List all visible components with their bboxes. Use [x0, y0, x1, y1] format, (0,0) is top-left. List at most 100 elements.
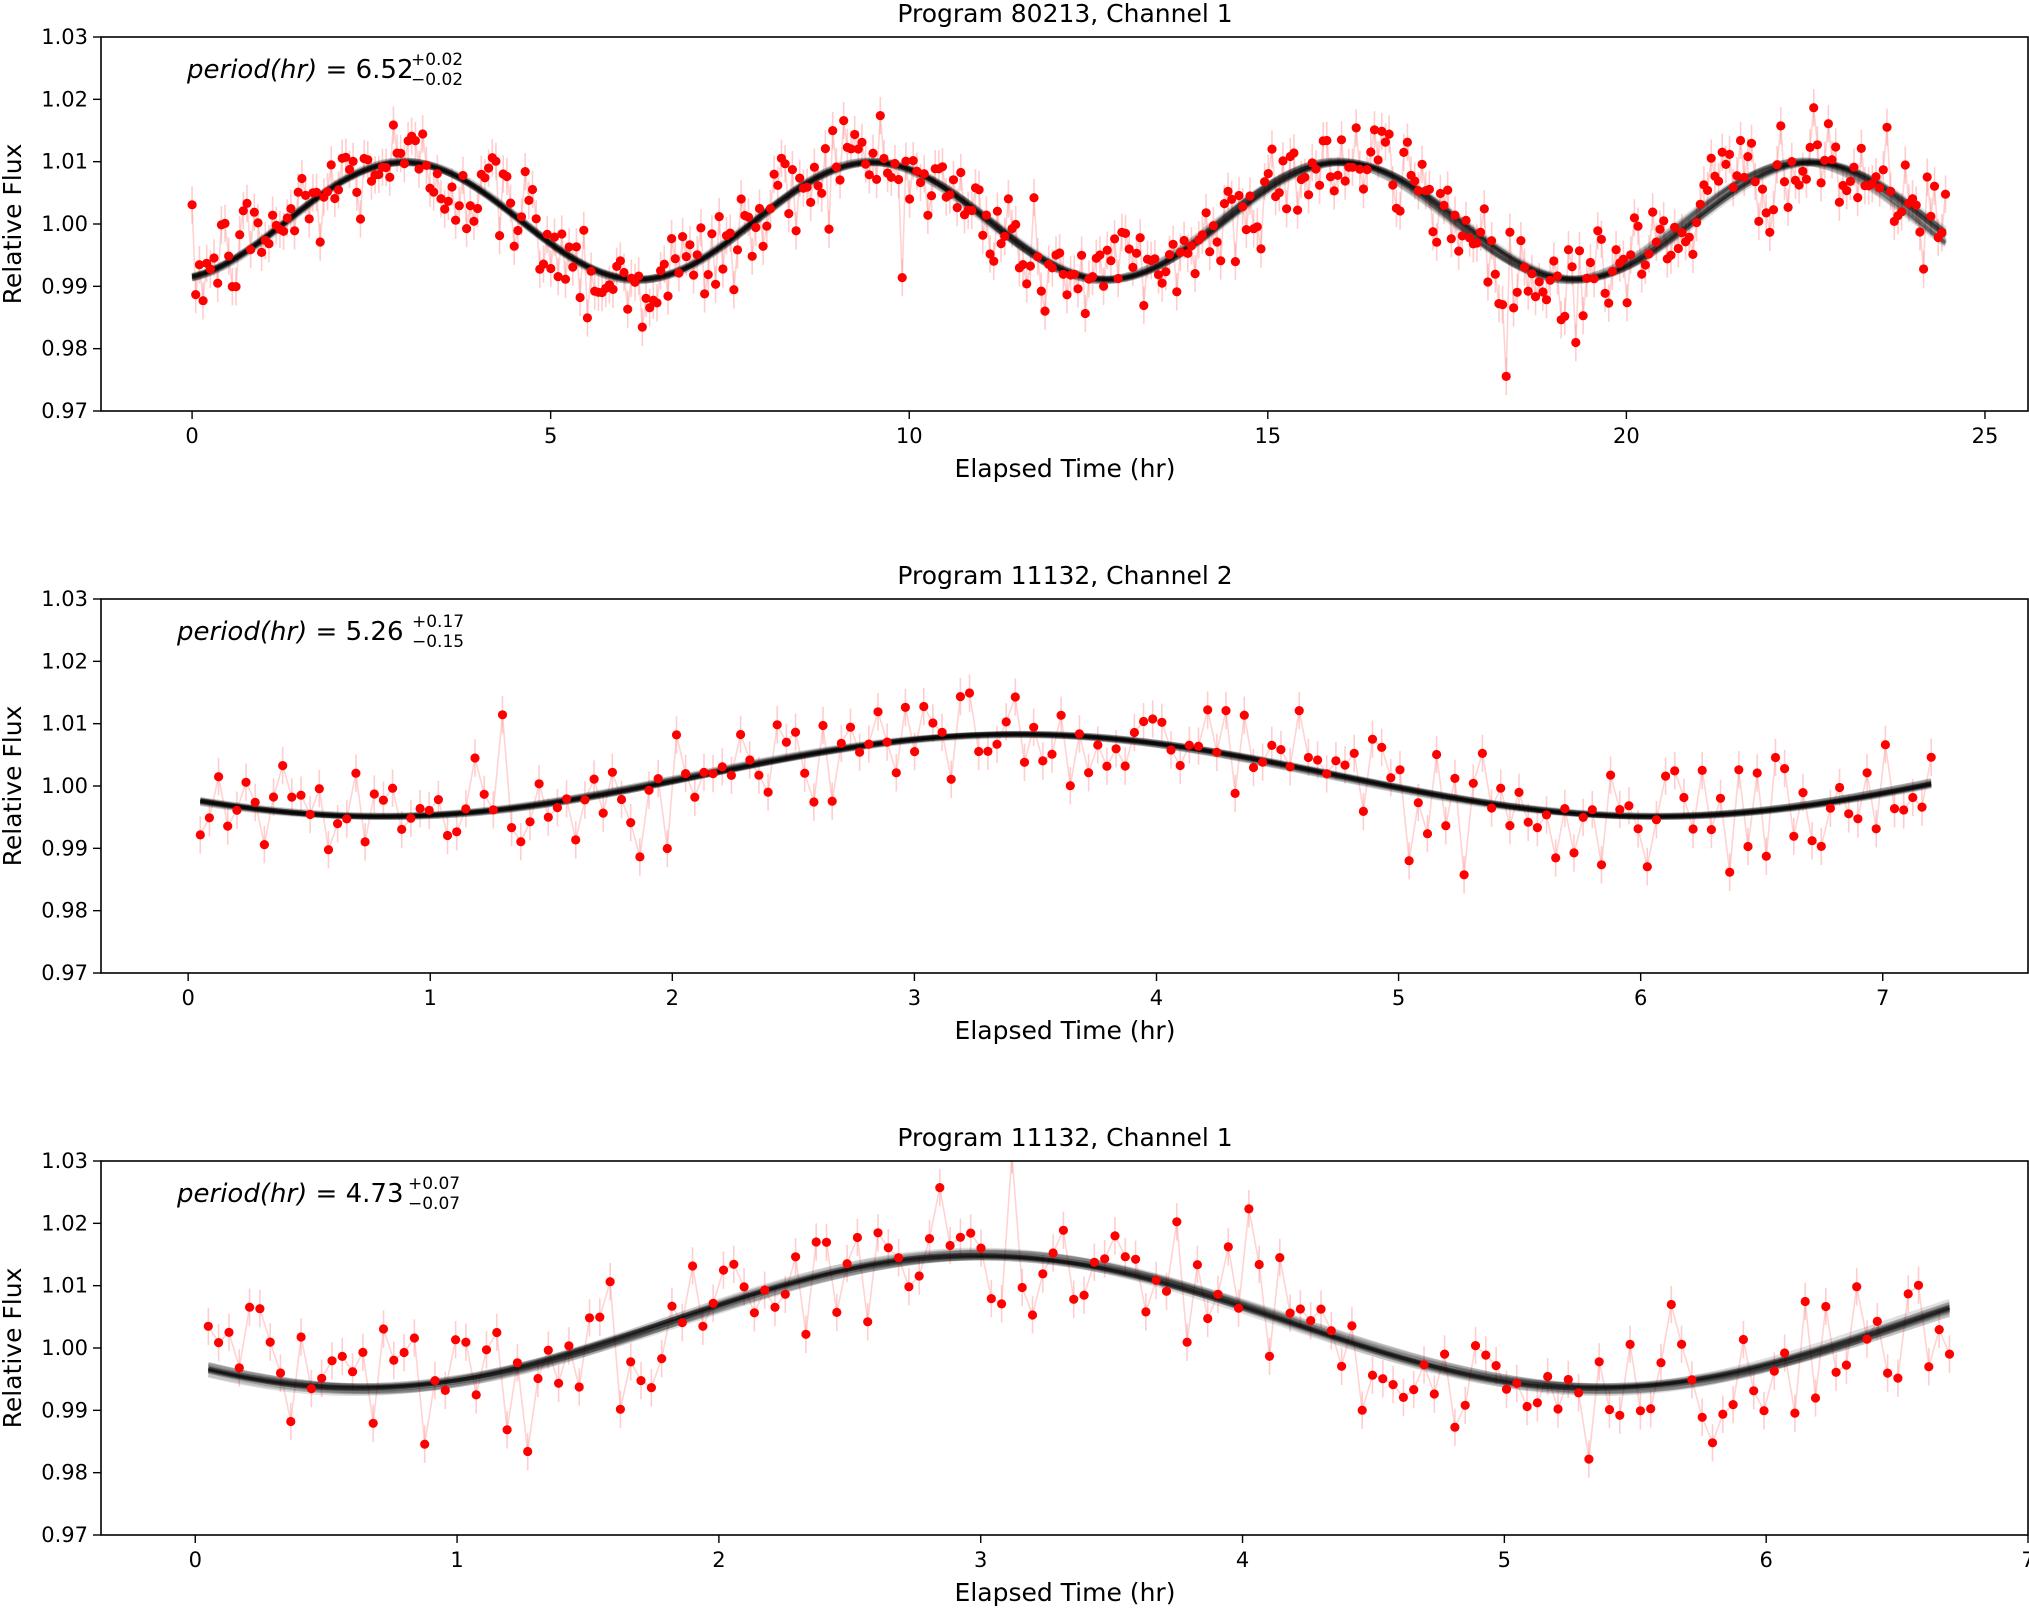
- data-point: [1487, 236, 1497, 246]
- data-point: [462, 224, 472, 234]
- data-point: [598, 808, 608, 818]
- data-point: [580, 795, 590, 805]
- data-point: [1703, 185, 1713, 195]
- period-annotation: period(hr) = 6.52 +0.02 −0.02: [186, 50, 463, 90]
- data-point: [698, 1321, 708, 1331]
- data-point: [1635, 1406, 1645, 1416]
- data-point: [641, 293, 651, 303]
- data-point: [745, 755, 755, 765]
- data-point: [1326, 1326, 1336, 1336]
- y-tick-label: 0.99: [41, 836, 88, 860]
- data-point: [333, 185, 344, 195]
- data-point: [653, 774, 663, 784]
- x-tick-label: 5: [1392, 986, 1405, 1010]
- data-point: [399, 159, 409, 169]
- data-point: [1509, 303, 1519, 313]
- data-point: [1074, 729, 1084, 739]
- data-point: [369, 789, 379, 799]
- panel-program-11132-channel-1: Program 11132, Channel 1 0 1 2 3 4 5 6 7…: [0, 1123, 2029, 1607]
- data-point: [1260, 177, 1270, 187]
- data-point: [928, 718, 938, 728]
- data-point: [901, 156, 911, 166]
- data-point: [890, 158, 900, 169]
- data-point: [1432, 237, 1442, 247]
- x-tick-label: 6: [1634, 986, 1647, 1010]
- data-point: [433, 795, 443, 805]
- period-equals: =: [307, 617, 345, 647]
- data-point: [1175, 760, 1185, 771]
- data-point: [1761, 851, 1771, 861]
- x-tick-label: 6: [1759, 1548, 1772, 1572]
- data-point: [1395, 206, 1405, 216]
- data-point: [1470, 1341, 1481, 1351]
- data-point: [443, 196, 453, 206]
- data-point: [1893, 1373, 1903, 1383]
- data-point: [1095, 250, 1105, 260]
- data-point: [1607, 266, 1617, 276]
- data-point: [781, 737, 792, 747]
- data-point: [1585, 257, 1595, 268]
- data-point: [855, 747, 865, 757]
- data-point: [711, 279, 721, 289]
- data-point: [1244, 1204, 1254, 1214]
- x-tick-label: 1: [450, 1548, 463, 1572]
- data-point: [955, 692, 966, 702]
- data-point: [904, 1282, 914, 1292]
- data-point: [1282, 204, 1292, 214]
- x-tick-label: 20: [1613, 424, 1640, 448]
- model-fit-curve: [199, 732, 1932, 819]
- data-point: [852, 1232, 863, 1243]
- model-fit-curve: [207, 1256, 1951, 1388]
- data-point: [688, 1261, 698, 1271]
- data-point: [1148, 714, 1158, 724]
- data-point: [1201, 208, 1211, 218]
- period-upper-error: +0.17: [412, 612, 464, 632]
- data-point: [718, 1265, 729, 1275]
- data-point: [458, 170, 468, 181]
- data-point: [582, 313, 593, 323]
- data-point: [586, 266, 596, 276]
- model-fit-curve: [207, 1251, 1951, 1392]
- data-point: [1168, 239, 1178, 249]
- data-point: [1772, 160, 1782, 170]
- data-point: [479, 789, 489, 799]
- data-point: [1212, 237, 1222, 247]
- data-point: [1761, 208, 1771, 218]
- data-point: [1749, 1386, 1759, 1396]
- data-point: [1325, 172, 1336, 182]
- data-point: [1750, 177, 1760, 187]
- data-point: [301, 190, 311, 200]
- data-point: [1487, 803, 1497, 813]
- data-point: [1239, 710, 1249, 720]
- data-point: [1223, 186, 1233, 196]
- data-point: [657, 1354, 667, 1364]
- data-point: [1264, 1351, 1275, 1361]
- data-point: [1867, 179, 1877, 189]
- data-point: [1688, 824, 1698, 834]
- data-point: [1440, 1349, 1450, 1359]
- data-point: [461, 1337, 471, 1347]
- x-tick-label: 7: [2021, 1548, 2029, 1572]
- data-point: [538, 259, 549, 269]
- x-tick-label: 3: [974, 1548, 987, 1572]
- data-point: [1842, 186, 1852, 196]
- data-point: [488, 805, 498, 815]
- data-point: [1622, 298, 1632, 308]
- data-point: [562, 794, 572, 804]
- data-point: [1514, 787, 1524, 798]
- data-point: [1728, 1400, 1738, 1410]
- data-point: [564, 242, 574, 252]
- model-fit-curve: [207, 1254, 1951, 1390]
- data-point: [546, 263, 556, 274]
- data-point: [1340, 760, 1350, 770]
- data-point: [1875, 183, 1885, 193]
- data-point: [1706, 825, 1716, 835]
- data-point: [608, 284, 618, 294]
- axes-frame: [100, 36, 2029, 412]
- period-upper-error: +0.07: [408, 1174, 460, 1194]
- data-point: [900, 702, 911, 713]
- data-point: [623, 304, 633, 314]
- period-equals: =: [307, 1179, 345, 1209]
- data-point: [1446, 234, 1456, 244]
- model-fit-curve: [207, 1247, 1951, 1396]
